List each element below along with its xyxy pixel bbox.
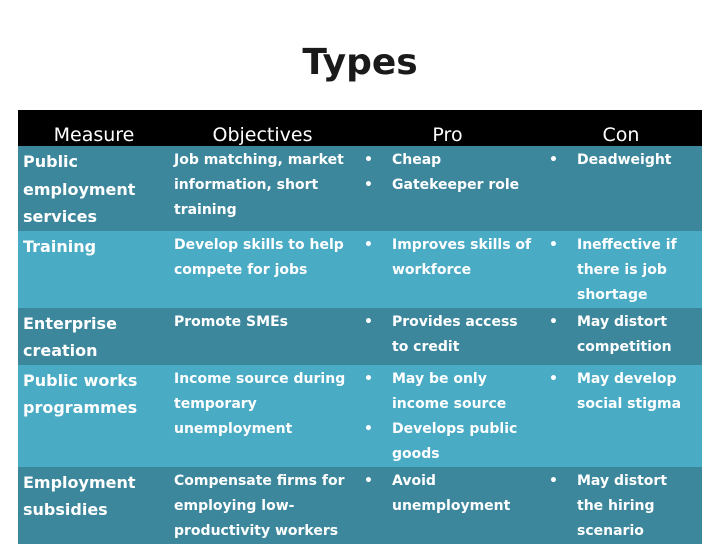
pro-cell: Avoid unemployment	[355, 466, 540, 544]
pro-item: Cheap	[359, 148, 536, 173]
pro-cell: CheapGatekeeper role	[355, 146, 540, 231]
pro-cell: Provides access to credit	[355, 307, 540, 365]
header-objectives: Objectives	[170, 110, 355, 146]
objective-cell: Income source during temporary unemploym…	[170, 364, 355, 467]
pro-item: Improves skills of workforce	[359, 233, 536, 283]
con-cell: Deadweight	[540, 146, 702, 231]
pro-item: Avoid unemployment	[359, 469, 536, 519]
pro-cell: May be only income sourceDevelops public…	[355, 364, 540, 467]
measure-cell: Employment subsidies	[18, 466, 170, 544]
con-item: May distort the hiring scenario	[544, 469, 698, 544]
measure-cell: Public works programmes	[18, 364, 170, 467]
header-pro: Pro	[355, 110, 540, 146]
table-row: Public works programmes Income source dur…	[18, 364, 702, 467]
header-measure: Measure	[18, 110, 170, 146]
measure-cell: Enterprise creation	[18, 307, 170, 365]
table-row: Training Develop skills to help compete f…	[18, 230, 702, 308]
measure-cell: Public employment services	[18, 146, 170, 231]
header-con: Con	[540, 110, 702, 146]
pro-item: May be only income source	[359, 367, 536, 417]
table-row: Public employment services Job matching, …	[18, 146, 702, 231]
con-item: May distort competition	[544, 310, 698, 360]
slide-title: Types	[302, 42, 418, 83]
objective-cell: Develop skills to help compete for jobs	[170, 230, 355, 308]
pro-item: Develops public goods	[359, 417, 536, 467]
con-item: Ineffective if there is job shortage	[544, 233, 698, 308]
con-cell: Ineffective if there is job shortage	[540, 230, 702, 308]
con-item: Deadweight	[544, 148, 698, 173]
header-row: Measure Objectives Pro Con	[18, 110, 702, 146]
con-item: May develop social stigma	[544, 367, 698, 417]
con-cell: May distort the hiring scenario	[540, 466, 702, 544]
table-row: Employment subsidies Compensate firms for…	[18, 466, 702, 544]
con-cell: May develop social stigma	[540, 364, 702, 467]
pro-item: Provides access to credit	[359, 310, 536, 360]
con-cell: May distort competition	[540, 307, 702, 365]
pro-cell: Improves skills of workforce	[355, 230, 540, 308]
pro-item: Gatekeeper role	[359, 173, 536, 198]
objective-cell: Compensate firms for employing low-produ…	[170, 466, 355, 544]
measure-cell: Training	[18, 230, 170, 308]
objective-cell: Promote SMEs	[170, 307, 355, 365]
objective-cell: Job matching, market information, short …	[170, 146, 355, 231]
types-table: Measure Objectives Pro Con Public employ…	[18, 110, 702, 544]
